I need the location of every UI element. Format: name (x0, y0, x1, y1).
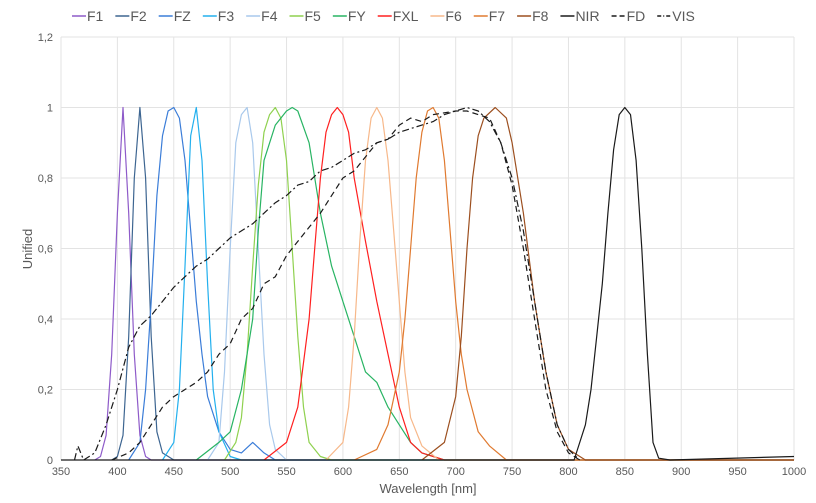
series-line-f2 (111, 106, 794, 461)
series-line-f4 (207, 106, 794, 461)
x-axis-label: Wavelength [nm] (379, 481, 476, 496)
x-tick-label: 650 (390, 466, 408, 478)
x-tick-label: 950 (728, 466, 746, 478)
legend-label-fxl: FXL (393, 8, 419, 24)
legend-label-f6: F6 (445, 8, 462, 24)
x-tick-label: 1000 (782, 466, 806, 478)
series-line-fz (128, 106, 794, 461)
legend-label-f8: F8 (532, 8, 549, 24)
x-tick-label: 550 (277, 466, 295, 478)
legend-label-f3: F3 (218, 8, 235, 24)
y-tick-label: 0,8 (38, 173, 53, 185)
legend-label-vis: VIS (672, 8, 695, 24)
legend-label-f2: F2 (130, 8, 147, 24)
x-tick-label: 350 (52, 466, 70, 478)
y-tick-label: 0 (47, 455, 53, 467)
series-line-f7 (353, 106, 794, 461)
x-tick-label: 900 (672, 466, 690, 478)
y-tick-label: 1,2 (38, 32, 53, 44)
legend-label-f5: F5 (304, 8, 321, 24)
x-tick-label: 500 (221, 466, 239, 478)
y-tick-label: 0,4 (38, 314, 53, 326)
y-tick-label: 0,2 (38, 385, 53, 397)
series-line-nir (61, 106, 795, 461)
legend-label-fz: FZ (174, 8, 192, 24)
legend-label-fd: FD (627, 8, 646, 24)
y-tick-label: 1 (47, 103, 53, 115)
legend-label-f4: F4 (261, 8, 278, 24)
series-line-fy (195, 106, 794, 461)
x-tick-label: 800 (559, 466, 577, 478)
x-tick-label: 600 (334, 466, 352, 478)
y-axis-label: Unified (20, 229, 35, 269)
x-tick-label: 700 (447, 466, 465, 478)
series-line-vis (73, 106, 581, 461)
series-line-f6 (325, 106, 794, 461)
x-tick-label: 850 (616, 466, 634, 478)
series-line-fd (111, 110, 581, 461)
series-line-f1 (94, 106, 794, 461)
legend-label-f1: F1 (87, 8, 104, 24)
x-tick-label: 400 (108, 466, 126, 478)
y-tick-label: 0,6 (38, 244, 53, 256)
series-line-fxl (263, 106, 794, 461)
series-line-f3 (161, 106, 794, 461)
legend-label-f7: F7 (489, 8, 506, 24)
legend-label-nir: NIR (575, 8, 599, 24)
series-line-f5 (223, 106, 794, 461)
series-line-f8 (421, 106, 794, 461)
legend-label-fy: FY (348, 8, 367, 24)
x-tick-label: 450 (165, 466, 183, 478)
x-tick-label: 750 (503, 466, 521, 478)
